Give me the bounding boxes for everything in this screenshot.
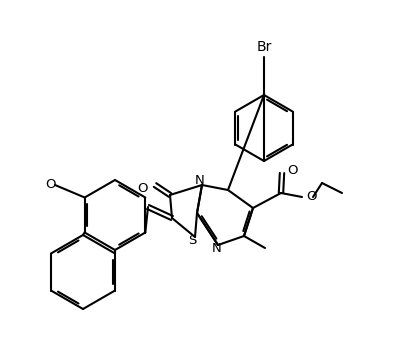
Text: O: O xyxy=(306,190,316,204)
Text: O: O xyxy=(137,182,147,194)
Text: N: N xyxy=(212,241,222,255)
Text: N: N xyxy=(195,173,205,187)
Text: S: S xyxy=(188,234,196,246)
Text: O: O xyxy=(287,164,298,178)
Text: Br: Br xyxy=(256,40,272,54)
Text: O: O xyxy=(45,178,55,192)
